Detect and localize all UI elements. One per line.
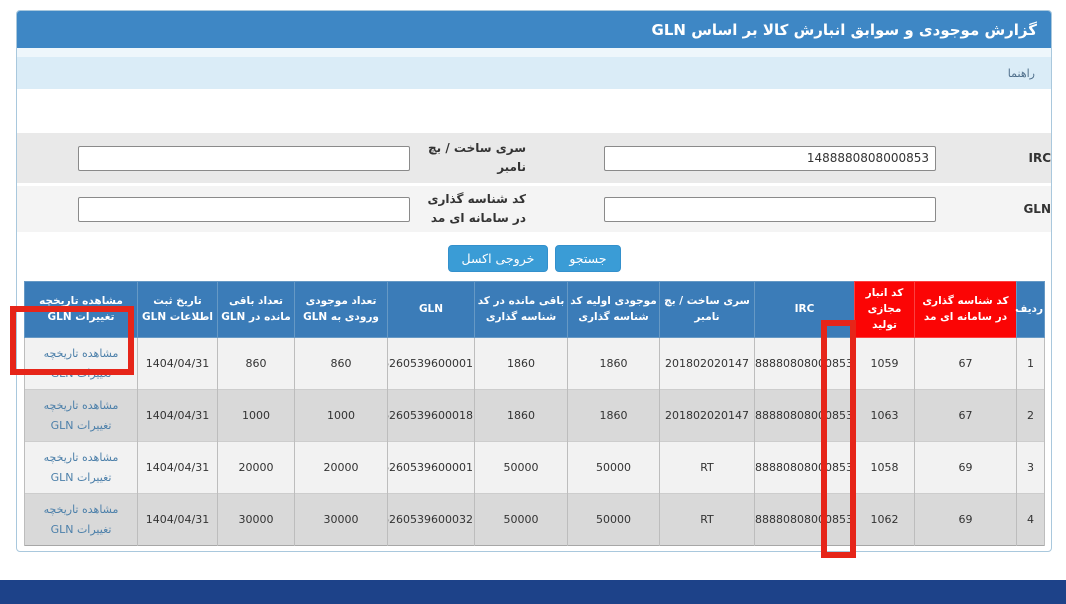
table-row: 2 67 1063 1488880808000853 201802020147 … [24, 389, 1045, 442]
irc-label: IRC [1028, 150, 1051, 165]
cell-remaining-qty: 50000 [474, 493, 568, 546]
cell-med-code: 69 [914, 441, 1017, 494]
cell-gln-remaining: 1000 [217, 389, 295, 442]
cell-gln: 6260539600001 [387, 441, 475, 494]
cell-remaining-qty: 1860 [474, 389, 568, 442]
col-header-med-code: کد شناسه گذاری در سامانه ای مد [914, 280, 1017, 339]
cell-row-no: 3 [1016, 441, 1045, 494]
cell-gln-remaining: 860 [217, 337, 295, 390]
cell-virtual-warehouse: 1058 [854, 441, 915, 494]
cell-remaining-qty: 50000 [474, 441, 568, 494]
cell-irc: 1488880808000853 [754, 389, 855, 442]
col-header-history: مشاهده تاریخچه تغییرات GLN [24, 280, 138, 339]
page-title: گزارش موجودی و سوابق انبارش کالا بر اساس… [651, 20, 1037, 39]
cell-initial-qty: 50000 [567, 441, 660, 494]
cell-history: مشاهده تاریخچه تغییرات GLN [24, 441, 138, 494]
cell-batch: 201802020147 [659, 337, 755, 390]
cell-row-no: 2 [1016, 389, 1045, 442]
cell-batch: RT [659, 493, 755, 546]
table-row: 1 67 1059 1488880808000853 201802020147 … [24, 337, 1045, 390]
col-header-row-no: ردیف [1015, 280, 1045, 339]
cell-med-code: 67 [914, 389, 1017, 442]
col-header-gln: GLN [387, 280, 475, 339]
excel-export-button[interactable]: خروجی اکسل [447, 245, 549, 272]
cell-gln: 6260539600018 [387, 389, 475, 442]
table-row: 3 69 1058 1488880808000853 RT 50000 5000… [24, 441, 1045, 494]
history-link[interactable]: مشاهده تاریخچه تغییرات GLN [43, 346, 119, 380]
help-row: راهنما [17, 57, 1051, 89]
cell-row-no: 4 [1016, 493, 1045, 546]
cell-batch: 201802020147 [659, 389, 755, 442]
form-row-irc-batch: IRC سری ساخت / بچ نامبر [17, 133, 1051, 183]
cell-initial-qty: 50000 [567, 493, 660, 546]
col-header-initial-qty: موجودی اولیه کد شناسه گذاری [567, 280, 660, 339]
cell-gln: 6260539600001 [387, 337, 475, 390]
cell-gln-in-qty: 30000 [294, 493, 388, 546]
cell-gln-remaining: 30000 [217, 493, 295, 546]
history-link[interactable]: مشاهده تاریخچه تغییرات GLN [43, 450, 119, 484]
cell-gln-in-qty: 1000 [294, 389, 388, 442]
irc-input[interactable] [604, 145, 936, 171]
cell-reg-date: 1404/04/31 [137, 493, 218, 546]
cell-remaining-qty: 1860 [474, 337, 568, 390]
cell-virtual-warehouse: 1063 [854, 389, 915, 442]
cell-gln-remaining: 20000 [217, 441, 295, 494]
main-panel: گزارش موجودی و سوابق انبارش کالا بر اساس… [16, 10, 1052, 552]
cell-reg-date: 1404/04/31 [137, 441, 218, 494]
cell-irc: 1488880808000853 [754, 441, 855, 494]
col-header-irc: IRC [754, 280, 855, 339]
cell-initial-qty: 1860 [567, 389, 660, 442]
form-row-gln-medcode: GLN کد شناسه گذاری در سامانه ای مد [17, 186, 1051, 232]
cell-history: مشاهده تاریخچه تغییرات GLN [24, 337, 138, 390]
gln-input[interactable] [604, 196, 936, 222]
gln-label: GLN [1023, 201, 1051, 216]
cell-batch: RT [659, 441, 755, 494]
col-header-gln-in-qty: تعداد موجودی ورودی به GLN [294, 280, 388, 339]
col-header-remaining-qty: باقی مانده در کد شناسه گذاری [474, 280, 568, 339]
cell-med-code: 67 [914, 337, 1017, 390]
col-header-batch: سری ساخت / بچ نامبر [659, 280, 755, 339]
help-link[interactable]: راهنما [1007, 66, 1035, 80]
cell-history: مشاهده تاریخچه تغییرات GLN [24, 493, 138, 546]
cell-row-no: 1 [1016, 337, 1045, 390]
search-button[interactable]: جستجو [555, 245, 621, 272]
page-title-bar: گزارش موجودی و سوابق انبارش کالا بر اساس… [17, 11, 1051, 48]
search-form: IRC سری ساخت / بچ نامبر GLN کد شناسه گذا… [17, 133, 1051, 232]
batch-input[interactable] [78, 145, 410, 171]
med-code-input[interactable] [78, 196, 410, 222]
col-header-gln-remaining: تعداد باقی مانده در GLN [217, 280, 295, 339]
form-buttons: جستجو خروجی اکسل [17, 245, 1051, 272]
cell-irc: 1488880808000853 [754, 337, 855, 390]
report-table: ردیف کد شناسه گذاری در سامانه ای مد کد ا… [24, 280, 1045, 547]
med-code-label: کد شناسه گذاری در سامانه ای مد [427, 192, 526, 225]
cell-virtual-warehouse: 1059 [854, 337, 915, 390]
footer-bar [0, 580, 1066, 604]
cell-initial-qty: 1860 [567, 337, 660, 390]
cell-reg-date: 1404/04/31 [137, 337, 218, 390]
cell-gln-in-qty: 860 [294, 337, 388, 390]
cell-gln: 6260539600032 [387, 493, 475, 546]
batch-label: سری ساخت / بچ نامبر [428, 141, 526, 174]
cell-gln-in-qty: 20000 [294, 441, 388, 494]
history-link[interactable]: مشاهده تاریخچه تغییرات GLN [43, 398, 119, 432]
col-header-reg-date: تاریخ ثبت اطلاعات GLN [137, 280, 218, 339]
cell-history: مشاهده تاریخچه تغییرات GLN [24, 389, 138, 442]
subheader-strip [17, 48, 1051, 57]
col-header-virtual-warehouse: کد انبار مجازی تولید [854, 280, 915, 339]
table-row: 4 69 1062 1488880808000853 RT 50000 5000… [24, 493, 1045, 546]
cell-irc: 1488880808000853 [754, 493, 855, 546]
history-link[interactable]: مشاهده تاریخچه تغییرات GLN [43, 502, 119, 536]
cell-reg-date: 1404/04/31 [137, 389, 218, 442]
cell-virtual-warehouse: 1062 [854, 493, 915, 546]
table-header-row: ردیف کد شناسه گذاری در سامانه ای مد کد ا… [24, 280, 1045, 339]
cell-med-code: 69 [914, 493, 1017, 546]
